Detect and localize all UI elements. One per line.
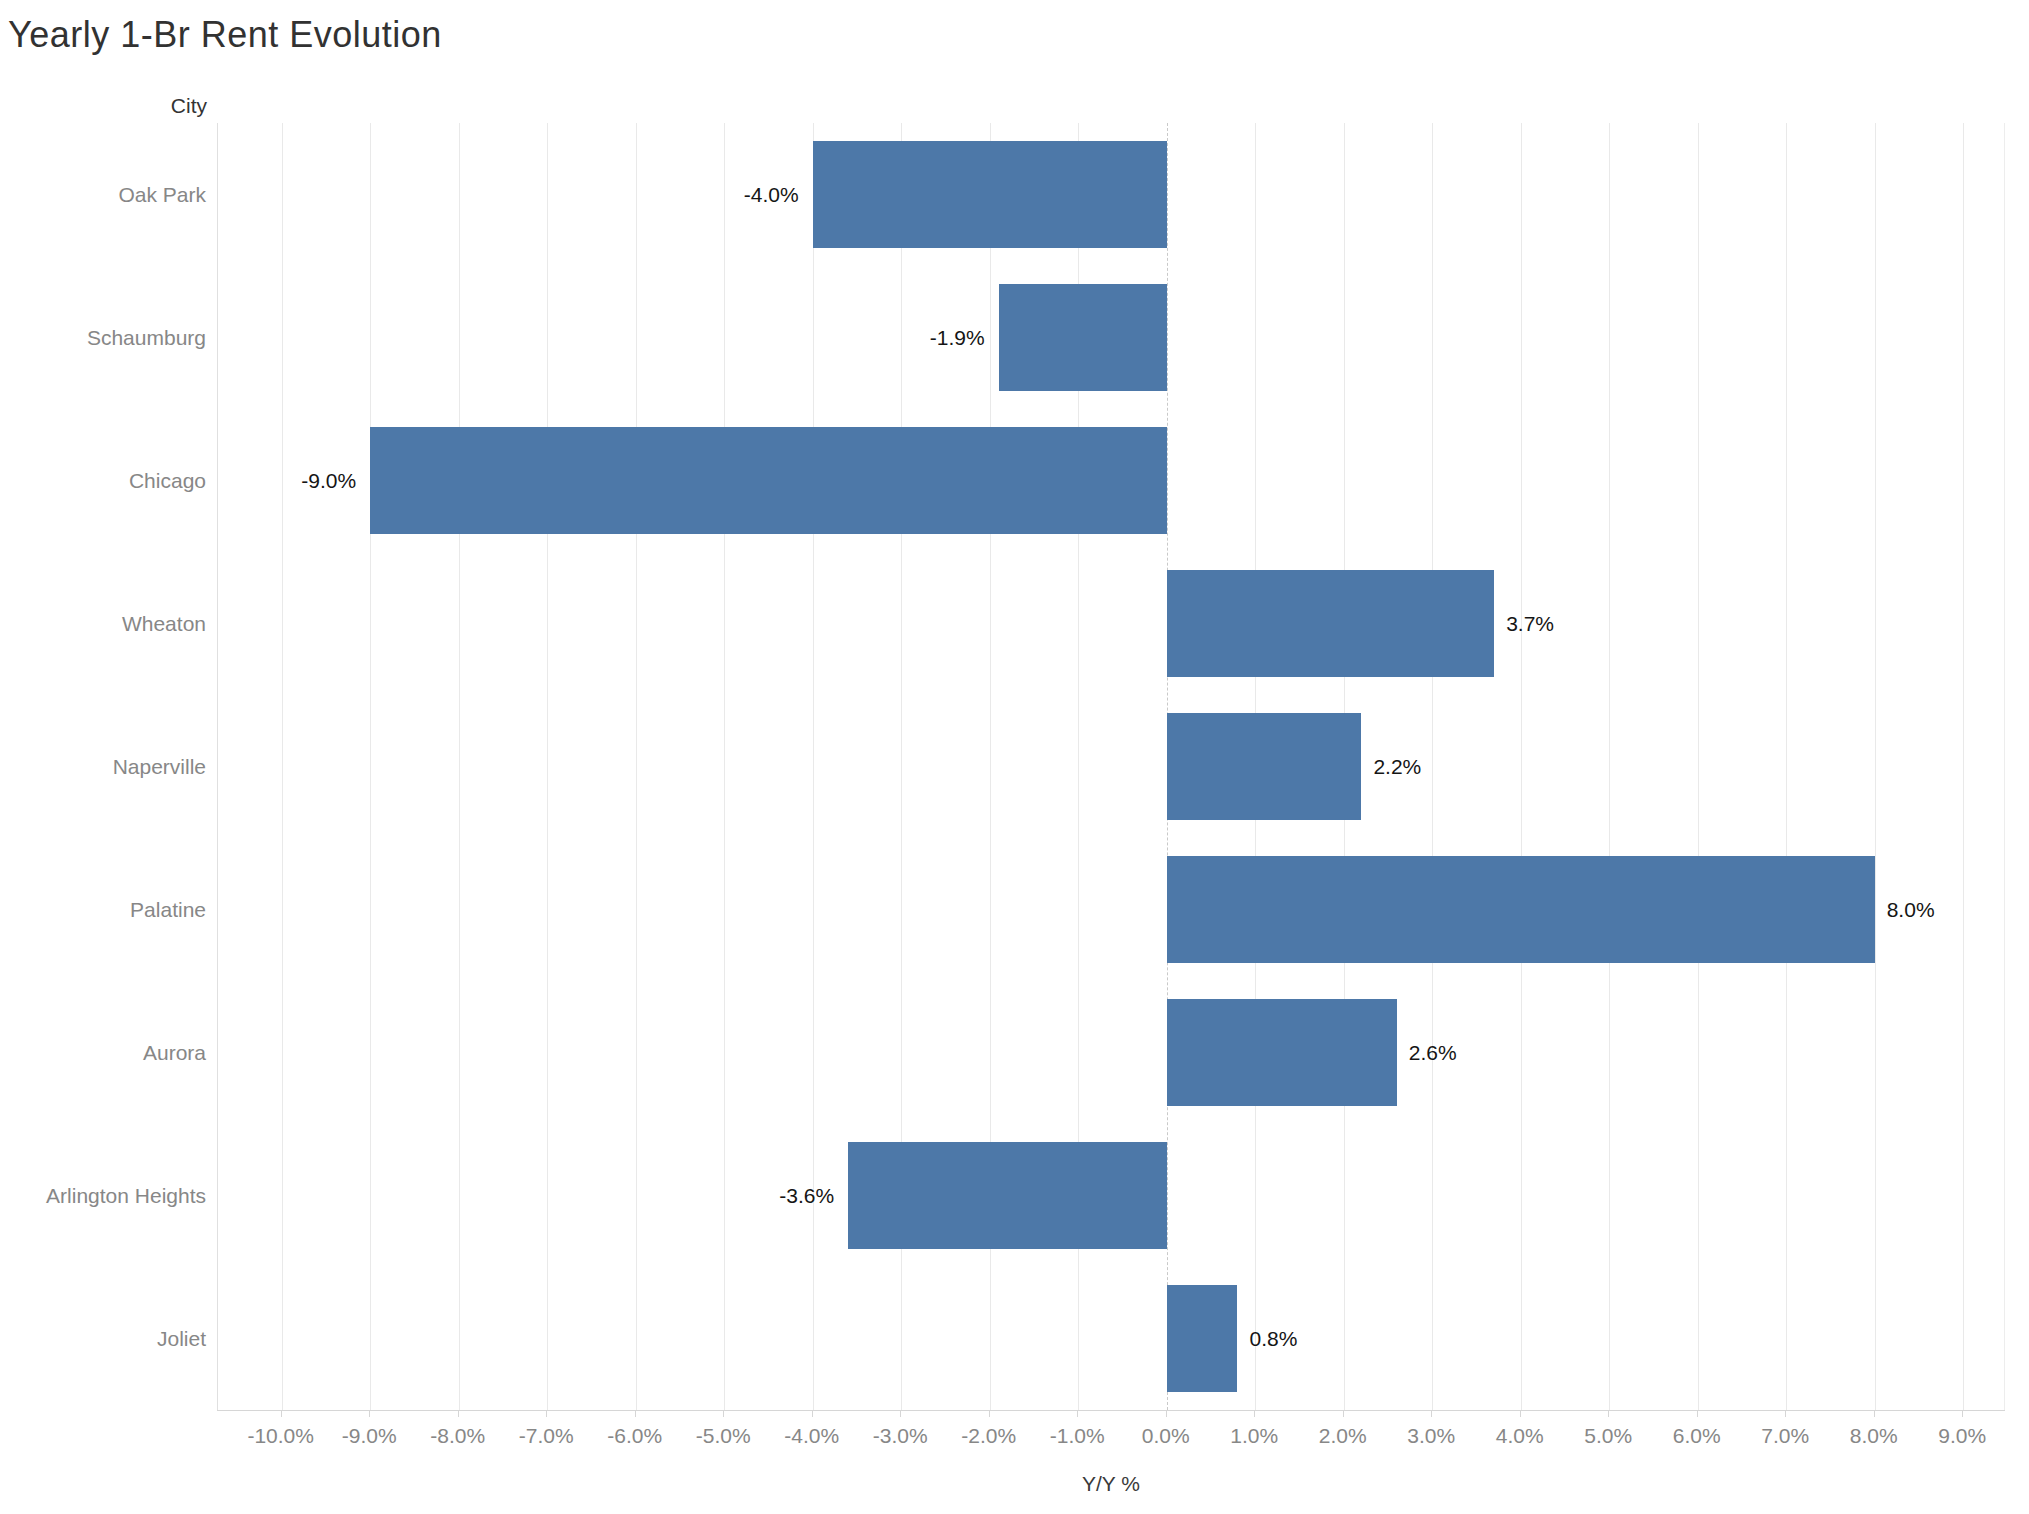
bar-value-label: -1.9% [930,324,985,352]
y-axis-label: Arlington Heights [0,1124,206,1267]
x-tick-mark [1077,1410,1078,1417]
y-axis-label: Wheaton [0,552,206,695]
bar-value-label: 3.7% [1506,610,1554,638]
gridline [636,123,637,1410]
y-axis-label: Chicago [0,409,206,552]
x-tick-mark [1874,1410,1875,1417]
gridline [547,123,548,1410]
x-tick-mark [900,1410,901,1417]
y-axis-label: Naperville [0,695,206,838]
plot-area [217,123,2005,1410]
chart-title: Yearly 1-Br Rent Evolution [8,14,442,56]
x-tick-mark [1785,1410,1786,1417]
bar[interactable] [848,1142,1167,1249]
x-tick-mark [1608,1410,1609,1417]
bar[interactable] [1167,713,1362,820]
gridline [1698,123,1699,1410]
bar-value-label: -3.6% [779,1182,834,1210]
bar-value-label: 2.2% [1373,753,1421,781]
x-tick-mark [1520,1410,1521,1417]
gridline [1609,123,1610,1410]
gridline [370,123,371,1410]
gridline [1875,123,1876,1410]
x-tick-mark [635,1410,636,1417]
x-tick-label: 9.0% [1892,1424,2029,1448]
page: { "chart_data": { "type": "bar", "orient… [0,0,2029,1514]
x-tick-mark [1254,1410,1255,1417]
x-tick-mark [369,1410,370,1417]
bar[interactable] [1167,1285,1238,1392]
bar[interactable] [813,141,1167,248]
bar-value-label: -4.0% [744,181,799,209]
bar[interactable] [370,427,1167,534]
x-tick-mark [1431,1410,1432,1417]
y-axis-label: Aurora [0,981,206,1124]
gridline [282,123,283,1410]
x-axis-title: Y/Y % [1011,1472,1211,1496]
x-axis-line [217,1410,2005,1411]
gridline [1786,123,1787,1410]
bar[interactable] [1167,570,1494,677]
x-tick-mark [281,1410,282,1417]
x-tick-mark [1962,1410,1963,1417]
bar-value-label: 0.8% [1250,1325,1298,1353]
bar[interactable] [1167,999,1397,1106]
gridline [724,123,725,1410]
y-axis-label: Palatine [0,838,206,981]
bar[interactable] [1167,856,1875,963]
bar[interactable] [999,284,1167,391]
x-tick-mark [1166,1410,1167,1417]
x-tick-mark [546,1410,547,1417]
gridline [1432,123,1433,1410]
x-tick-mark [1697,1410,1698,1417]
x-tick-mark [723,1410,724,1417]
gridline [459,123,460,1410]
bar-value-label: -9.0% [301,467,356,495]
x-tick-mark [458,1410,459,1417]
gridline [1521,123,1522,1410]
bar-value-label: 8.0% [1887,896,1935,924]
y-axis-label: Joliet [0,1267,206,1410]
gridline [813,123,814,1410]
y-axis-label: Oak Park [0,123,206,266]
x-tick-mark [812,1410,813,1417]
bar-value-label: 2.6% [1409,1039,1457,1067]
gridline [1963,123,1964,1410]
x-tick-mark [989,1410,990,1417]
y-axis-label: Schaumburg [0,266,206,409]
x-tick-mark [1343,1410,1344,1417]
y-axis-field-label: City [0,94,207,118]
